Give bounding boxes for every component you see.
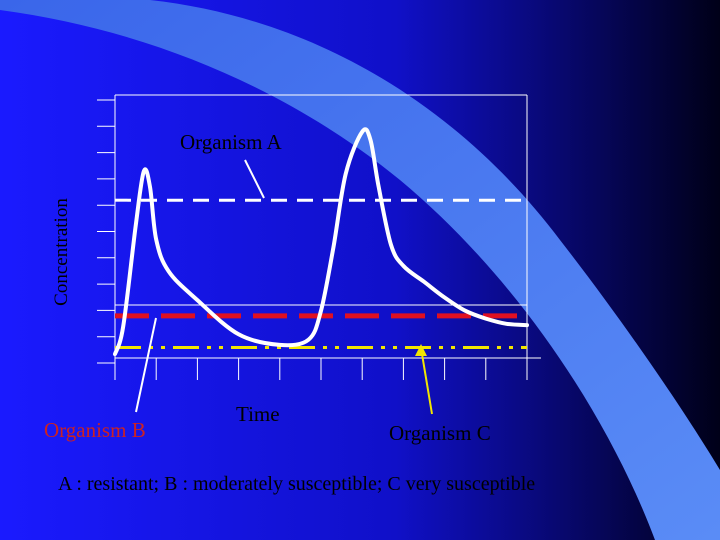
pointer-organism-c-arrowhead	[415, 344, 427, 356]
organism-a-label: Organism A	[180, 130, 282, 154]
organism-c-label: Organism C	[389, 421, 491, 445]
pointer-organism-b	[135, 317, 157, 413]
threshold-lines	[115, 198, 527, 349]
chart-axes	[97, 94, 541, 380]
y-axis-label: Concentration	[51, 198, 72, 306]
legend-caption: A : resistant; B : moderately susceptibl…	[58, 473, 536, 495]
concentration-curve	[113, 127, 529, 357]
organism-b-label: Organism B	[44, 418, 146, 442]
pointer-organism-c	[420, 347, 433, 415]
label-pointers	[135, 159, 433, 415]
x-axis-label: Time	[236, 402, 280, 426]
pointer-organism-a	[244, 159, 265, 199]
